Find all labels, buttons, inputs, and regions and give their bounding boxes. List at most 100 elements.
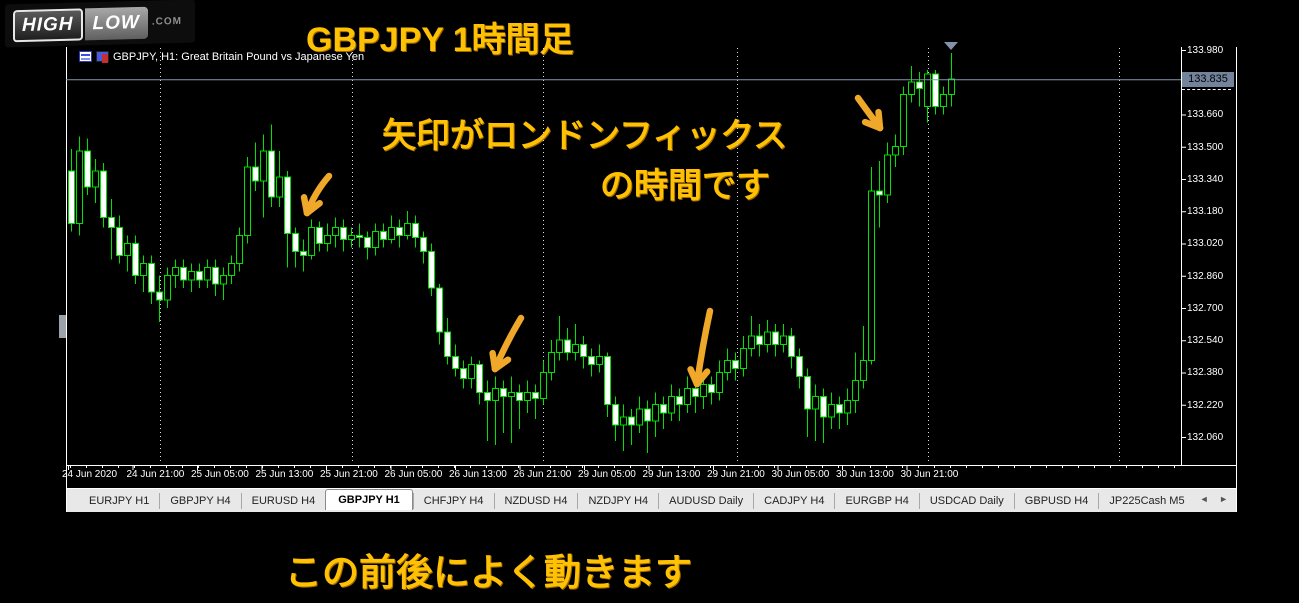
time-axis-label: 26 Jun 13:00 <box>449 469 507 480</box>
candle-body <box>548 351 555 373</box>
candle-body <box>68 170 75 224</box>
time-axis-label: 25 Jun 21:00 <box>320 469 378 480</box>
candle-body <box>92 170 99 188</box>
chart-period-icon <box>96 51 109 63</box>
candle-body <box>556 339 563 353</box>
current-price-tag: 133.835 <box>1182 72 1234 87</box>
candle-body <box>572 343 579 353</box>
candle-body <box>652 404 659 422</box>
candle-body <box>604 355 611 406</box>
candle-body <box>636 408 643 426</box>
candle-body <box>844 400 851 414</box>
candle-body <box>316 226 323 244</box>
candle-body <box>372 230 379 249</box>
chart-tab-cadjpy-h4[interactable]: CADJPY H4 <box>753 493 834 509</box>
candle-body <box>700 384 707 398</box>
price-axis-label: 133.340 <box>1187 173 1224 185</box>
annotation-bottom: この前後によく動きます <box>285 552 692 593</box>
time-axis-label: 30 Jun 21:00 <box>900 469 959 480</box>
price-axis-label: 133.180 <box>1187 206 1224 218</box>
candle-body <box>268 150 275 198</box>
chart-tab-eurjpy-h1[interactable]: EURJPY H1 <box>89 495 150 507</box>
candle-body <box>748 335 755 349</box>
candle-body <box>468 363 475 380</box>
candle-body <box>244 166 251 236</box>
time-axis-label: 29 Jun 13:00 <box>642 469 701 480</box>
candle-body <box>644 408 651 422</box>
candle-body <box>332 226 339 236</box>
candle-body <box>628 416 635 426</box>
time-axis-line <box>66 465 1237 466</box>
candle-body <box>156 291 163 301</box>
candle-body <box>476 363 483 394</box>
candle-body <box>460 367 467 380</box>
chart-tab-bar[interactable]: EURJPY H1 GBPJPY H4 EURUSD H4 GBPJPY H1 CHFJ… <box>67 488 1236 512</box>
chart-tab-gbpusd-h4[interactable]: GBPUSD H4 <box>1013 493 1099 509</box>
chart-tab-eurusd-h4[interactable]: EURUSD H4 <box>240 493 326 509</box>
chart-tab-gbpjpy-h4[interactable]: GBPJPY H4 <box>159 493 240 509</box>
london-fix-arrow <box>693 307 714 388</box>
candle-body <box>228 263 235 277</box>
time-axis-label: 29 Jun 21:00 <box>707 469 765 480</box>
candle-body <box>444 331 451 357</box>
candle-body <box>516 392 523 402</box>
arrow-head-barb <box>489 349 499 373</box>
down-triangle-marker <box>944 42 958 50</box>
chart-tab-audusd-daily[interactable]: AUDUSD Daily <box>658 493 753 509</box>
candle-body <box>884 154 891 196</box>
candle-body <box>540 371 547 400</box>
candle-body <box>108 216 115 228</box>
chart-tab-nzdjpy-h4[interactable]: NZDJPY H4 <box>577 493 658 509</box>
candle-body <box>260 150 267 182</box>
tab-scroll-arrows[interactable]: ◄ ► <box>1199 494 1232 504</box>
candle-body <box>900 93 907 148</box>
candle-body <box>180 267 187 281</box>
price-axis-line <box>1181 47 1182 465</box>
chart-left-border <box>66 47 67 512</box>
candle-body <box>196 271 203 281</box>
chart-right-border <box>1236 47 1237 512</box>
candle-body <box>788 335 795 357</box>
candle-body <box>924 73 931 107</box>
candle-body <box>908 81 915 95</box>
candle-body <box>940 93 947 107</box>
candle-body <box>484 392 491 402</box>
chart-tab-usdcad-daily[interactable]: USDCAD Daily <box>918 493 1014 509</box>
left-scrollbar-thumb[interactable] <box>59 315 66 338</box>
candle-body <box>756 335 763 345</box>
chart-tab-nzdusd-h4[interactable]: NZDUSD H4 <box>493 493 578 509</box>
chart-tab-eurgbp-h4[interactable]: EURGBP H4 <box>834 493 918 509</box>
candle-body <box>492 388 499 402</box>
candle-body <box>820 396 827 418</box>
candle-body <box>724 359 731 373</box>
candle-body <box>828 404 835 418</box>
candle-body <box>148 263 155 293</box>
candle-body <box>612 404 619 426</box>
candle-body <box>916 81 923 89</box>
chart-tab-jp225cash-m5[interactable]: JP225Cash M5 <box>1098 493 1194 509</box>
price-tag-underline <box>1182 89 1231 90</box>
candle-body <box>204 267 211 281</box>
price-axis-label: 132.060 <box>1187 431 1224 443</box>
candle-body <box>932 73 939 107</box>
candle-body <box>852 380 859 402</box>
time-axis-label: 26 Jun 21:00 <box>513 469 572 480</box>
candle-body <box>220 275 227 285</box>
candle-body <box>388 226 395 240</box>
candle-body <box>116 226 123 257</box>
candle-body <box>524 392 531 402</box>
candle-body <box>620 416 627 426</box>
candle-body <box>668 396 675 414</box>
candle-body <box>212 267 219 285</box>
candle-body <box>76 150 83 224</box>
chart-tab-gbpjpy-h1[interactable]: GBPJPY H1 <box>325 489 413 510</box>
arrow-head-barb <box>687 366 701 388</box>
time-axis-label: 24 Jun 2020 <box>62 469 118 480</box>
arrow-head-barb <box>300 194 311 217</box>
candle-body <box>428 251 435 289</box>
price-axis-label: 133.980 <box>1187 45 1224 56</box>
candle-body <box>276 176 283 198</box>
chart-tab-chfjpy-h4[interactable]: CHFJPY H4 <box>412 493 494 509</box>
